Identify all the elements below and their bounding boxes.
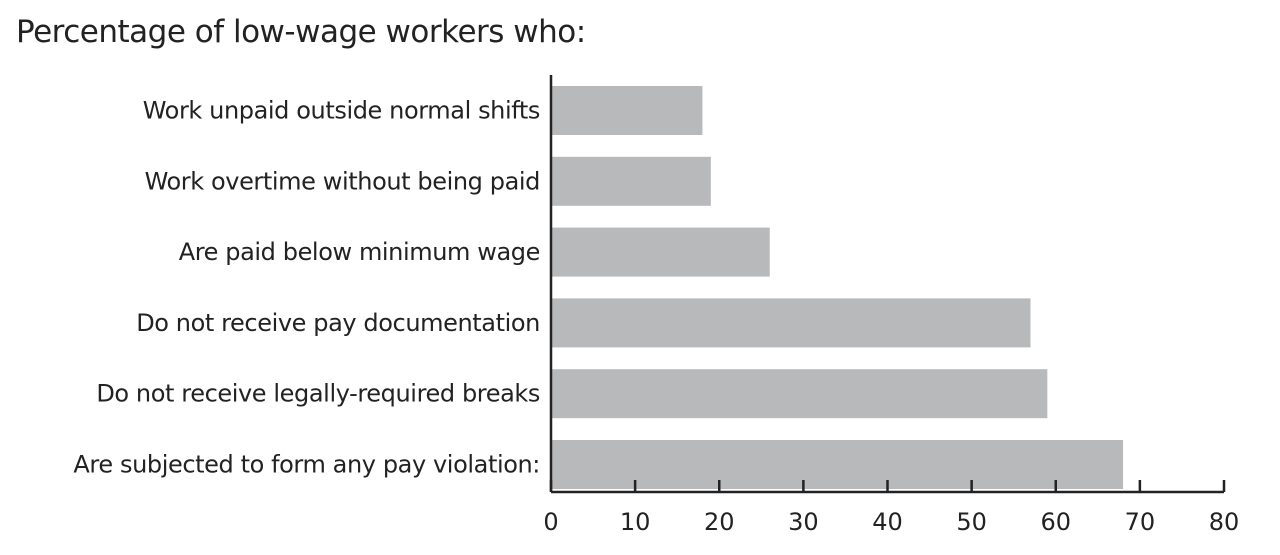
x-tick-label: 10 <box>620 508 651 536</box>
x-tick-label: 30 <box>788 508 819 536</box>
category-label: Do not receive pay documentation <box>136 309 540 337</box>
bar <box>552 156 711 206</box>
bar <box>552 369 1048 419</box>
x-tick-label: 50 <box>956 508 987 536</box>
bar <box>552 86 703 135</box>
category-label: Are subjected to form any pay violation: <box>73 451 540 479</box>
bar <box>552 227 770 277</box>
category-label: Do not receive legally-required breaks <box>96 380 540 408</box>
category-label: Work overtime without being paid <box>145 167 540 195</box>
category-label: Are paid below minimum wage <box>179 238 540 266</box>
x-tick-label: 20 <box>704 508 735 536</box>
x-tick-label: 80 <box>1209 508 1240 536</box>
category-label: Work unpaid outside normal shifts <box>143 97 540 125</box>
x-tick-label: 0 <box>543 508 558 536</box>
bar <box>552 298 1031 348</box>
x-tick-label: 70 <box>1125 508 1156 536</box>
x-tick-label: 60 <box>1040 508 1071 536</box>
chart-title: Percentage of low-wage workers who: <box>16 14 586 50</box>
x-tick-label: 40 <box>872 508 903 536</box>
bar <box>552 440 1124 489</box>
